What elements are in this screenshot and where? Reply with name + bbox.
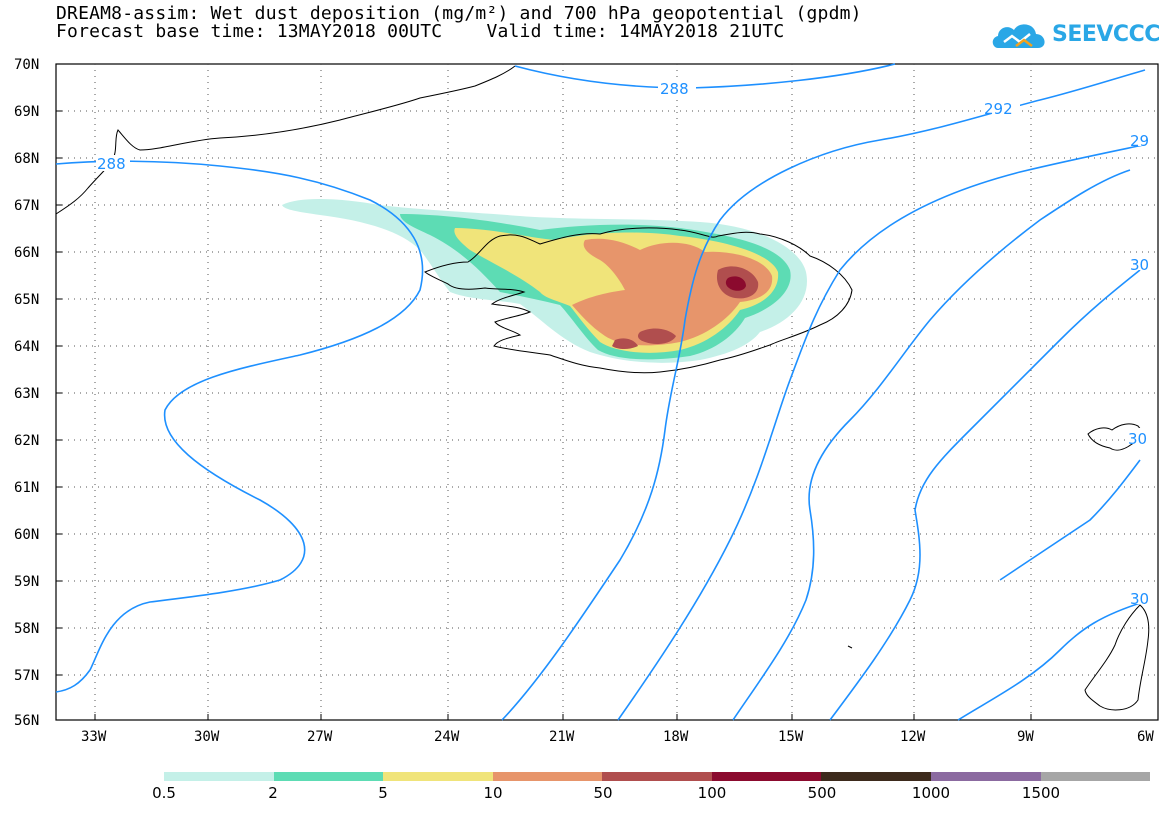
lat-label: 67N (14, 198, 39, 214)
gridlines (56, 64, 1158, 720)
lon-label: 12W (900, 729, 926, 745)
lon-label: 27W (307, 729, 333, 745)
deposition-level-50 (612, 266, 759, 349)
contour-label: 29 (1130, 132, 1149, 150)
lat-label: 58N (14, 621, 39, 637)
lon-label: 21W (549, 729, 575, 745)
cloud-logo-icon (992, 24, 1045, 48)
contour-label: 288 (97, 155, 126, 173)
contour-label: 288 (660, 80, 689, 98)
lat-label: 64N (14, 339, 39, 355)
legend-swatch (821, 772, 931, 781)
legend-colorbar (164, 772, 1151, 781)
dust-deposition-field (282, 198, 807, 363)
lat-label: 57N (14, 668, 39, 684)
plot-frame (55, 63, 1159, 721)
legend-label: 0.5 (152, 784, 176, 802)
legend-swatch (602, 772, 712, 781)
legend-label: 1000 (911, 784, 951, 802)
geopotential-contours (55, 63, 1151, 721)
lat-label: 65N (14, 292, 39, 308)
lon-label: 33W (81, 729, 107, 745)
chart-title: DREAM8-assim: Wet dust deposition (mg/m²… (56, 3, 862, 24)
legend-label: 1500 (1021, 784, 1061, 802)
lon-label: 6W (1137, 729, 1154, 745)
legend-label: 50 (593, 784, 613, 802)
logo-text: SEEVCCC (1052, 22, 1160, 47)
contour-labels: 288 288 292 29 30 30 30 (96, 80, 1156, 608)
lon-label: 15W (778, 729, 804, 745)
coastlines (55, 65, 1150, 711)
contour-label: 30 (1130, 590, 1149, 608)
legend-swatch (273, 772, 384, 781)
contour-label: 30 (1130, 256, 1149, 274)
lat-label: 66N (14, 245, 39, 261)
legend-label: 500 (807, 784, 837, 802)
contour-label: 30 (1128, 430, 1147, 448)
legend-swatch (930, 772, 1041, 781)
lat-label: 69N (14, 104, 39, 120)
legend-label: 100 (697, 784, 727, 802)
lat-label: 59N (14, 574, 39, 590)
lat-label: 62N (14, 433, 39, 449)
legend-swatch (492, 772, 603, 781)
lat-label: 68N (14, 151, 39, 167)
lat-label: 63N (14, 386, 39, 402)
latitude-labels: 70N 69N 68N 67N 66N 65N 64N 63N 62N 61N … (14, 57, 39, 729)
deposition-level-100 (725, 276, 746, 291)
legend-swatch (711, 772, 822, 781)
lat-label: 60N (14, 527, 39, 543)
lat-label: 70N (14, 57, 39, 73)
longitude-labels: 33W 30W 27W 24W 21W 18W 15W 12W 9W 6W (81, 729, 1154, 745)
lon-label: 18W (663, 729, 689, 745)
chart-subtitle: Forecast base time: 13MAY2018 00UTC Vali… (56, 21, 785, 42)
lon-label: 24W (434, 729, 460, 745)
legend-swatch (383, 772, 493, 781)
lon-label: 9W (1017, 729, 1034, 745)
legend-swatch (164, 772, 274, 781)
contour-label: 292 (984, 100, 1013, 118)
deposition-level-10 (572, 238, 773, 346)
legend-label: 2 (268, 784, 278, 802)
lat-label: 56N (14, 713, 39, 729)
legend-label: 5 (378, 784, 388, 802)
lat-label: 61N (14, 480, 39, 496)
legend-label: 10 (483, 784, 503, 802)
legend-swatch (1040, 772, 1151, 781)
lon-label: 30W (194, 729, 220, 745)
